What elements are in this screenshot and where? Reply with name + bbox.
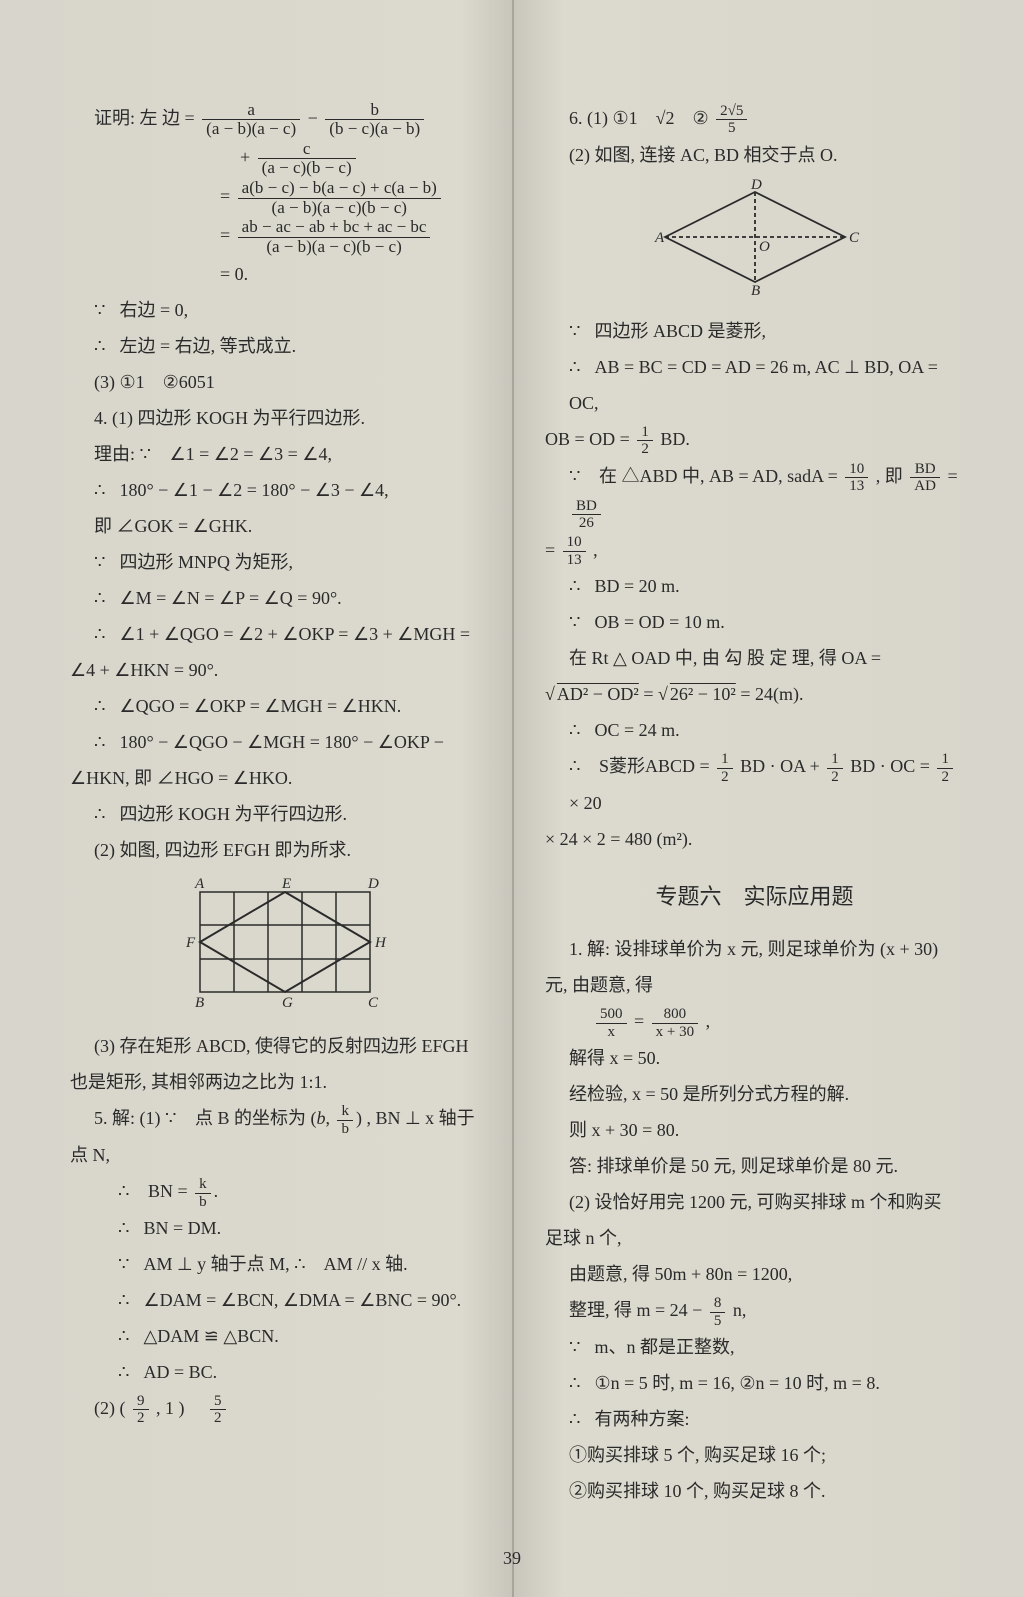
proof-line-3: = a(b − c) − b(a − c) + c(a − b) (a − b)…: [70, 178, 489, 217]
proof-line-1: 证明: 左 边 = a (a − b)(a − c) − b (b − c)(a…: [70, 100, 489, 139]
frac-3: c (a − c)(b − c): [258, 140, 356, 178]
svg-text:F: F: [185, 935, 196, 951]
svg-text:G: G: [282, 995, 293, 1011]
therefore-sides: AB = BC = CD = AD = 26 m, AC ⊥ BD, OA = …: [545, 349, 964, 421]
therefore-two: 有两种方案:: [545, 1401, 964, 1437]
therefore-cases: ①n = 5 时, m = 16, ②n = 10 时, m = 8.: [545, 1365, 964, 1401]
therefore-para: 四边形 KOGH 为平行四边形.: [70, 796, 489, 832]
rt-oad: 在 Rt △ OAD 中, 由 勾 股 定 理, 得 OA =: [545, 640, 964, 676]
svg-text:B: B: [751, 283, 760, 297]
therefore-180: 180° − ∠QGO − ∠MGH = 180° − ∠OKP −: [70, 724, 489, 760]
proof-line-4: = ab − ac − ab + bc + ac − bc (a − b)(a …: [70, 217, 489, 256]
rhombus-svg: A D C B O: [645, 177, 865, 297]
therefore-dam: ∠DAM = ∠BCN, ∠DMA = ∠BNC = 90°.: [70, 1282, 489, 1318]
therefore-bn: BN = k b .: [70, 1173, 489, 1210]
page-spine: [512, 0, 514, 1597]
svg-text:A: A: [654, 230, 665, 246]
gok-ghk: 即 ∠GOK = ∠GHK.: [70, 508, 489, 544]
cont-hgo: ∠HKN, 即 ∠HGO = ∠HKO.: [70, 760, 489, 796]
q1-2c: 由题意, 得 50m + 80n = 1200,: [545, 1256, 964, 1292]
q1-2d: 整理, 得 m = 24 − 8 5 n,: [545, 1292, 964, 1329]
left-column: 证明: 左 边 = a (a − b)(a − c) − b (b − c)(a…: [70, 100, 517, 1527]
item-4-2: (2) 如图, 四边形 EFGH 即为所求.: [70, 832, 489, 868]
frac-1: a (a − b)(a − c): [202, 101, 300, 139]
because-right0: 右边 = 0,: [70, 292, 489, 328]
obod-10: OB = OD = 10 m.: [545, 604, 964, 640]
therefore-bn-dm: BN = DM.: [70, 1210, 489, 1246]
angle-sub: 180° − ∠1 − ∠2 = 180° − ∠3 − ∠4,: [70, 472, 489, 508]
svg-text:D: D: [750, 177, 762, 193]
oc-24: OC = 24 m.: [545, 712, 964, 748]
svg-text:D: D: [367, 876, 379, 892]
item-5-2: (2) ( 9 2 , 1 ) 5 2: [70, 1390, 489, 1427]
q1-ans: 答: 排球单价是 50 元, 则足球单价是 80 元.: [545, 1148, 964, 1184]
because-abd: 在 △ABD 中, AB = AD, sadA = 10 13 , 即 BD A…: [545, 458, 964, 532]
plan2: ②购买排球 10 个, 购买足球 8 个.: [545, 1473, 964, 1509]
page: 证明: 左 边 = a (a − b)(a − c) − b (b − c)(a…: [0, 0, 1024, 1597]
area-line2: × 24 × 2 = 480 (m²).: [545, 821, 964, 857]
because-am: AM ⊥ y 轴于点 M, ∴ AM // x 轴.: [70, 1246, 489, 1282]
item-5-1d: 点 N,: [70, 1137, 489, 1173]
svg-text:H: H: [374, 935, 387, 951]
proof-label: 证明: 左 边 =: [94, 108, 195, 128]
grid-polygon-svg: A E D F H B G C: [170, 872, 390, 1012]
item-4-3a: (3) 存在矩形 ABCD, 使得它的反射四边形 EFGH: [70, 1028, 489, 1064]
because-mn: m、n 都是正整数,: [545, 1329, 964, 1365]
q1-2a: (2) 设恰好用完 1200 元, 可购买排球 m 个和购买: [545, 1184, 964, 1220]
q1-solve: 解得 x = 50.: [545, 1040, 964, 1076]
q1-check: 经检验, x = 50 是所列分式方程的解.: [545, 1076, 964, 1112]
eq-1013: = 10 13 ,: [545, 532, 964, 569]
svg-text:B: B: [195, 995, 204, 1011]
reason-line: 理由: ∠1 = ∠2 = ∠3 = ∠4,: [70, 436, 489, 472]
page-number: 39: [0, 1548, 1024, 1569]
figure-2: A D C B O: [545, 177, 964, 309]
therefore-equal: 左边 = 右边, 等式成立.: [70, 328, 489, 364]
q1-line1: 1. 解: 设排球单价为 x 元, 则足球单价为 (x + 30): [545, 931, 964, 967]
section-title: 专题六 实际应用题: [545, 875, 964, 919]
because-rhombus: 四边形 ABCD 是菱形,: [545, 313, 964, 349]
because-mnpq: 四边形 MNPQ 为矩形,: [70, 544, 489, 580]
item-4-3b: 也是矩形, 其相邻两边之比为 1:1.: [70, 1064, 489, 1100]
plus-sign: +: [240, 147, 255, 167]
mnpq-90: ∠M = ∠N = ∠P = ∠Q = 90°.: [70, 580, 489, 616]
minus-sign: −: [308, 108, 323, 128]
item-5-1: 5. 解: (1) 点 B 的坐标为 (b, k b ) , BN ⊥ x 轴于: [70, 1100, 489, 1137]
frac-eq1: a(b − c) − b(a − c) + c(a − b) (a − b)(a…: [238, 179, 441, 217]
q1-then: 则 x + 30 = 80.: [545, 1112, 964, 1148]
plan1: ①购买排球 5 个, 购买足球 16 个;: [545, 1437, 964, 1473]
q1-line2: 元, 由题意, 得: [545, 967, 964, 1003]
proof-eq-zero: = 0.: [70, 256, 489, 292]
ob-od: OB = OD = 1 2 BD.: [545, 421, 964, 458]
proof-line-2: + c (a − c)(b − c): [70, 139, 489, 178]
all-eq: ∠QGO = ∠OKP = ∠MGH = ∠HKN.: [70, 688, 489, 724]
item-3: (3) ①1 ②6051: [70, 364, 489, 400]
therefore-adbc: AD = BC.: [70, 1354, 489, 1390]
therefore-cong: △DAM ≌ △BCN.: [70, 1318, 489, 1354]
svg-text:C: C: [849, 230, 860, 246]
svg-text:O: O: [759, 239, 770, 255]
right-column: 6. (1) ①1 √2 ② 2√5 5 (2) 如图, 连接 AC, BD 相…: [517, 100, 964, 1527]
item-4-1: 4. (1) 四边形 KOGH 为平行四边形.: [70, 400, 489, 436]
area-line: S菱形ABCD = 1 2 BD · OA + 1 2 BD · OC = 1 …: [545, 748, 964, 821]
sum90: ∠1 + ∠QGO = ∠2 + ∠OKP = ∠3 + ∠MGH =: [70, 616, 489, 652]
svg-text:E: E: [281, 876, 291, 892]
item-6-2: (2) 如图, 连接 AC, BD 相交于点 O.: [545, 137, 964, 173]
frac-eq2: ab − ac − ab + bc + ac − bc (a − b)(a − …: [238, 218, 431, 256]
frac-2: b (b − c)(a − b): [325, 101, 424, 139]
bd-20: BD = 20 m.: [545, 568, 964, 604]
svg-text:A: A: [194, 876, 205, 892]
q1-fracs: 500 x = 800 x + 30 ,: [545, 1003, 964, 1040]
sum90-cont: ∠4 + ∠HKN = 90°.: [70, 652, 489, 688]
frac-kb: k b: [337, 1103, 353, 1137]
q1-2b: 足球 n 个,: [545, 1220, 964, 1256]
sqrt-line: √AD² − OD² = √26² − 10² = 24(m).: [545, 676, 964, 712]
figure-1: A E D F H B G C: [70, 872, 489, 1024]
item-6-1: 6. (1) ①1 √2 ② 2√5 5: [545, 100, 964, 137]
svg-text:C: C: [368, 995, 379, 1011]
